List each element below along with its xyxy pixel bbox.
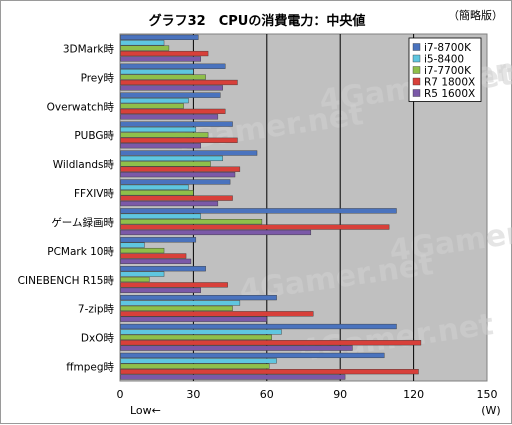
bar	[120, 132, 209, 138]
bar	[120, 358, 277, 364]
x-axis-unit: (W)	[481, 404, 500, 417]
bar	[120, 247, 165, 254]
bar	[120, 137, 238, 143]
bar	[120, 224, 390, 230]
bar	[120, 242, 145, 248]
bar	[120, 311, 314, 317]
x-tick-label: 150	[477, 388, 498, 401]
legend-swatch	[412, 54, 421, 63]
category-label: CINEBENCH R15時	[18, 275, 115, 287]
x-tick-label: 0	[117, 388, 124, 401]
x-tick-label: 30	[186, 388, 200, 401]
bar	[120, 300, 241, 306]
bar	[120, 352, 385, 359]
legend-swatch	[412, 66, 421, 74]
bar	[120, 63, 226, 69]
legend-label: R5 1600X	[424, 88, 475, 100]
x-tick-labels: 0 30 60 90 120 150	[117, 388, 498, 401]
legend-label: i5-8400	[424, 54, 464, 66]
category-label: 3DMark時	[63, 43, 115, 55]
bar	[120, 323, 397, 330]
bar	[120, 229, 312, 236]
bar	[120, 172, 236, 178]
x-tick-label: 90	[333, 388, 347, 401]
bar	[120, 143, 201, 149]
category-label: ゲーム録画時	[51, 216, 114, 229]
bar	[120, 79, 238, 86]
bar	[120, 92, 221, 98]
bar	[120, 97, 189, 104]
bar	[120, 305, 233, 312]
bar	[120, 276, 150, 283]
legend-swatch	[412, 89, 421, 97]
bar	[120, 126, 197, 133]
bar	[120, 184, 189, 190]
category-label: Overwatch時	[47, 101, 115, 113]
bar	[120, 258, 192, 264]
bar	[120, 190, 194, 196]
category-label: 7-zip時	[78, 304, 115, 316]
bar	[120, 253, 187, 259]
bar	[120, 369, 419, 375]
legend-label: i7-7700K	[424, 65, 472, 77]
bar	[120, 166, 241, 172]
bar	[120, 103, 184, 109]
bar	[120, 108, 226, 114]
x-tick-label: 60	[260, 388, 274, 401]
bar	[120, 56, 201, 62]
category-label: PCMark 10時	[47, 246, 114, 258]
bar	[120, 329, 282, 335]
category-label: FFXIV時	[74, 188, 115, 200]
bar	[120, 121, 233, 127]
bar	[120, 208, 397, 214]
bar	[120, 266, 206, 272]
bar	[120, 50, 209, 57]
category-label: Prey時	[81, 72, 115, 84]
bar	[120, 316, 268, 322]
bar	[120, 295, 277, 301]
legend-label: i7-8700K	[424, 42, 472, 54]
category-label: DxO時	[81, 333, 115, 345]
bar	[120, 345, 353, 351]
chart-title: グラフ32 CPUの消費電力：中央値	[149, 13, 366, 29]
bar	[120, 219, 263, 225]
category-label: ffmpeg時	[66, 362, 114, 374]
legend-box	[408, 37, 482, 102]
bar	[120, 114, 219, 120]
legend-label: R7 1800X	[424, 77, 475, 89]
bar	[120, 271, 165, 277]
bar	[120, 40, 165, 46]
bar	[120, 200, 219, 207]
bar	[120, 213, 201, 219]
category-label: PUBG時	[74, 130, 114, 142]
x-axis-low-label: Low←	[130, 404, 161, 417]
bar	[120, 374, 346, 380]
bar	[120, 155, 223, 162]
bar	[120, 45, 170, 51]
bar	[120, 150, 258, 156]
bar	[120, 340, 422, 346]
bar	[120, 69, 194, 75]
bar	[120, 237, 197, 243]
bar	[120, 287, 201, 293]
legend-swatch	[412, 77, 421, 86]
bar	[120, 179, 231, 185]
bar	[120, 161, 211, 167]
bar	[120, 282, 228, 288]
bar	[120, 34, 199, 40]
bar	[120, 85, 223, 91]
x-tick-label: 120	[403, 388, 424, 401]
chart-note: （簡略版）	[448, 8, 503, 22]
legend-swatch	[412, 43, 421, 51]
bars-layer	[120, 34, 422, 380]
category-label: Wildlands時	[53, 159, 115, 171]
bar	[120, 363, 270, 369]
bar	[120, 195, 233, 201]
bar	[120, 334, 272, 340]
category-labels: 3DMark時 Prey時 Overwatch時 PUBG時 Wildlands時 FFX…	[18, 43, 115, 373]
bar	[120, 74, 206, 80]
